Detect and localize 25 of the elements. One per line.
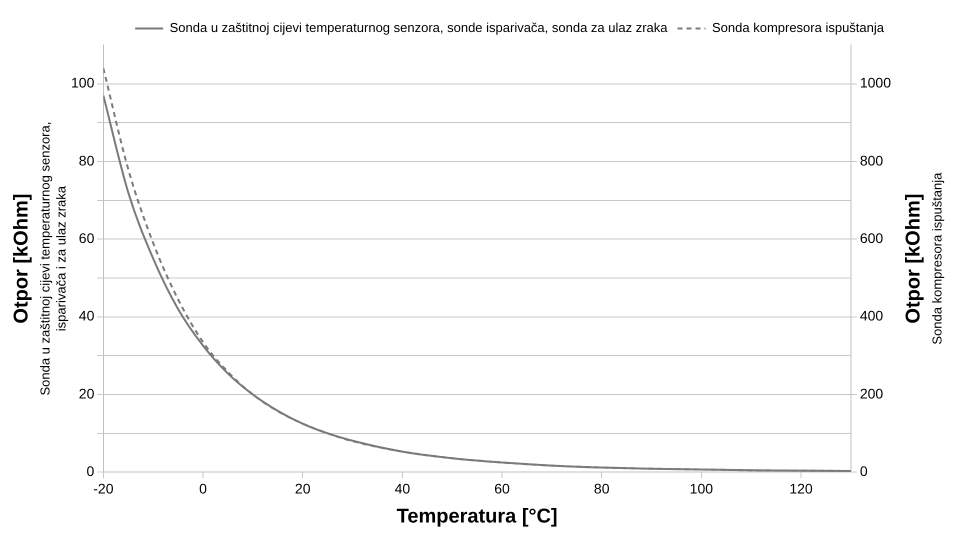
y2-tick-label: 400: [860, 308, 884, 324]
y-tick-label: 80: [78, 152, 95, 168]
y-tick-label: 100: [71, 74, 95, 91]
y-tick-label: 0: [86, 463, 95, 480]
x-tick-label: 60: [494, 480, 510, 496]
x-tick-label: 120: [789, 480, 813, 496]
y-tick-label: 20: [78, 385, 95, 402]
y2-tick-label: 800: [860, 152, 884, 168]
x-tick-label: -20: [93, 480, 114, 496]
x-tick-label: 40: [394, 480, 410, 496]
x-tick-label: 100: [690, 480, 714, 496]
legend-label: Sonda u zaštitnoj cijevi temperaturnog senzora, sonde isparivača, sonda za ulaz zraka: [170, 20, 668, 36]
y-tick-label: 40: [78, 308, 95, 324]
x-axis-title: Temperatura [°C]: [396, 506, 558, 528]
x-tick-label: 80: [594, 480, 610, 496]
x-tick-label: 0: [199, 480, 208, 496]
y2-tick-label: 1000: [860, 74, 892, 91]
y-tick-label: 60: [78, 230, 95, 246]
legend-label: Sonda kompresora ispuštanja: [712, 20, 885, 36]
y-axis-title: Otpor [kOhm] Sonda u zaštitnoj cijevi temperaturnog senzora, isparivača i za ulaz zraka: [10, 122, 69, 396]
x-tick-label: 20: [294, 480, 311, 496]
y2-tick-label: 0: [860, 463, 868, 480]
y2-tick-label: 200: [860, 385, 884, 402]
y2-tick-label: 600: [860, 230, 884, 246]
y2-axis-title: Otpor [kOhm] Sonda kompresora ispuštanja: [902, 172, 945, 345]
